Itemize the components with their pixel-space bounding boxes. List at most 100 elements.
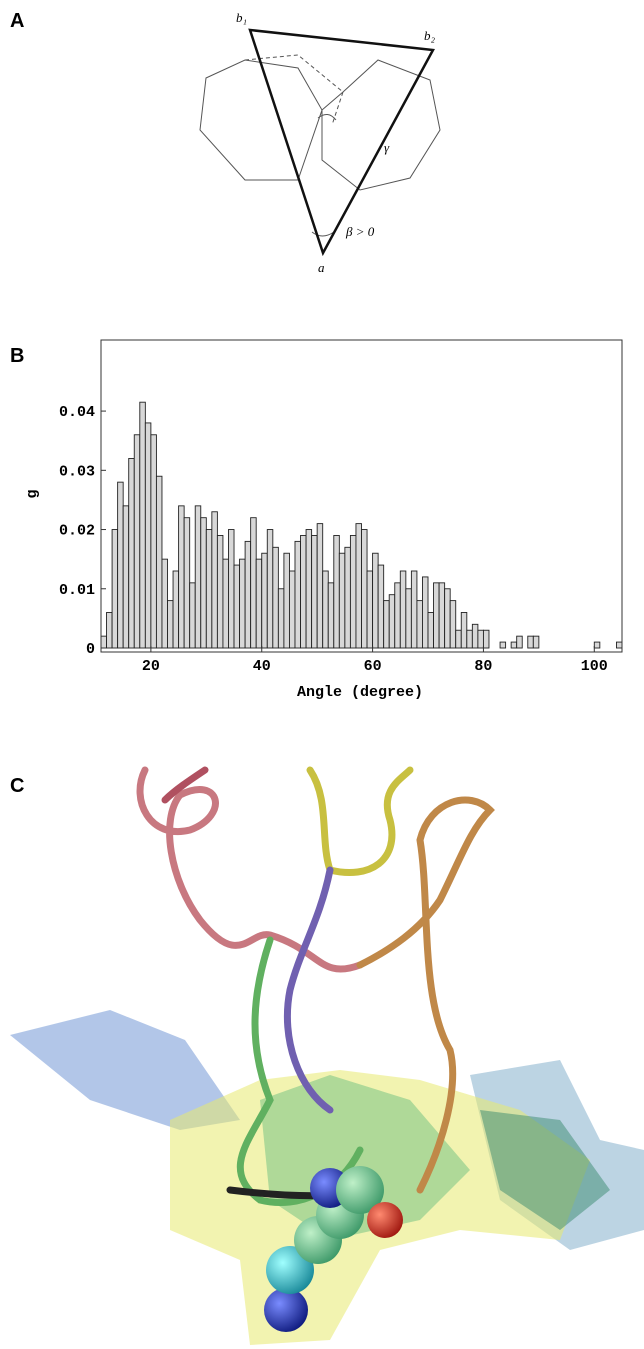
bar bbox=[288, 570, 296, 649]
bar bbox=[361, 529, 368, 649]
bar bbox=[194, 505, 202, 649]
bar bbox=[128, 458, 135, 649]
bar bbox=[183, 517, 191, 649]
angle-label: β > 0 bbox=[345, 224, 375, 239]
hexagon bbox=[321, 59, 441, 191]
bar bbox=[433, 582, 440, 649]
surface bbox=[10, 1010, 240, 1130]
bar bbox=[277, 588, 285, 649]
panel-label: A bbox=[10, 10, 24, 32]
bar bbox=[255, 558, 263, 649]
bar bbox=[349, 535, 357, 649]
bar bbox=[482, 629, 490, 649]
bar bbox=[222, 558, 229, 649]
bar bbox=[372, 552, 379, 649]
plot-frame bbox=[100, 339, 623, 653]
bar bbox=[305, 529, 313, 649]
bar bbox=[455, 629, 462, 649]
y-tick-label: 0.01 bbox=[59, 582, 95, 599]
bar bbox=[106, 612, 113, 649]
bar bbox=[510, 641, 518, 649]
bar bbox=[161, 558, 168, 649]
bar bbox=[144, 422, 152, 649]
bar bbox=[155, 475, 163, 649]
bar bbox=[189, 582, 196, 649]
vertex-label: b₁ bbox=[236, 10, 247, 25]
atom bbox=[266, 1246, 314, 1294]
bar bbox=[228, 529, 235, 649]
bar bbox=[593, 641, 601, 649]
bar bbox=[438, 582, 446, 649]
bar bbox=[150, 434, 157, 649]
bar bbox=[499, 641, 507, 649]
x-tick-label: 20 bbox=[142, 658, 160, 675]
bar bbox=[139, 401, 146, 649]
bar bbox=[311, 535, 318, 649]
bar bbox=[178, 505, 185, 649]
dashed-edge bbox=[244, 54, 344, 93]
bar bbox=[283, 552, 290, 649]
bar bbox=[100, 635, 107, 649]
atom bbox=[367, 1202, 403, 1238]
bar bbox=[394, 582, 401, 649]
bar bbox=[211, 511, 218, 649]
bar bbox=[377, 564, 385, 649]
x-axis-label: Angle (degree) bbox=[297, 684, 423, 701]
x-tick-label: 80 bbox=[474, 658, 492, 675]
bar bbox=[399, 570, 407, 649]
bar bbox=[239, 558, 246, 649]
bar bbox=[516, 635, 523, 649]
atom bbox=[336, 1166, 384, 1214]
atom bbox=[264, 1288, 308, 1332]
y-tick-label: 0 bbox=[86, 641, 95, 658]
bar bbox=[466, 629, 473, 649]
bar bbox=[388, 594, 396, 649]
angle-label: γ bbox=[384, 140, 390, 155]
bar bbox=[300, 535, 307, 649]
x-tick-label: 40 bbox=[253, 658, 271, 675]
bar bbox=[216, 535, 224, 649]
bar bbox=[338, 552, 346, 649]
bar bbox=[405, 588, 412, 649]
arc bbox=[311, 231, 335, 237]
vertex-label: a bbox=[318, 260, 325, 275]
bar bbox=[316, 523, 324, 649]
surface bbox=[480, 1110, 610, 1230]
bar bbox=[122, 505, 130, 649]
triangle bbox=[248, 28, 435, 257]
bar bbox=[327, 582, 335, 649]
hexagon bbox=[199, 59, 323, 181]
bar bbox=[200, 517, 207, 649]
bar bbox=[460, 612, 468, 649]
bar bbox=[250, 517, 257, 649]
bar bbox=[205, 529, 213, 649]
bar bbox=[527, 635, 534, 649]
bar bbox=[383, 600, 390, 649]
bar bbox=[427, 612, 435, 649]
panel-label: C bbox=[10, 775, 24, 797]
bar bbox=[444, 588, 451, 649]
y-tick-label: 0.04 bbox=[59, 404, 95, 421]
bar bbox=[344, 546, 351, 649]
bar bbox=[477, 629, 484, 649]
dashed-edge bbox=[331, 91, 344, 126]
bar bbox=[532, 635, 540, 649]
bar bbox=[355, 523, 362, 649]
bar bbox=[449, 600, 457, 649]
diagram bbox=[199, 28, 441, 257]
x-tick-label: 60 bbox=[364, 658, 382, 675]
bar bbox=[294, 540, 301, 649]
bar bbox=[422, 576, 429, 649]
bar bbox=[410, 570, 418, 649]
bar bbox=[244, 540, 252, 649]
bar bbox=[172, 570, 180, 649]
panel-label: B bbox=[10, 345, 24, 367]
bar bbox=[111, 529, 119, 649]
x-tick-label: 100 bbox=[581, 658, 608, 675]
vertex-label: b₂ bbox=[424, 28, 436, 43]
bar bbox=[261, 552, 268, 649]
bar bbox=[133, 434, 141, 649]
y-tick-label: 0.03 bbox=[59, 463, 95, 480]
